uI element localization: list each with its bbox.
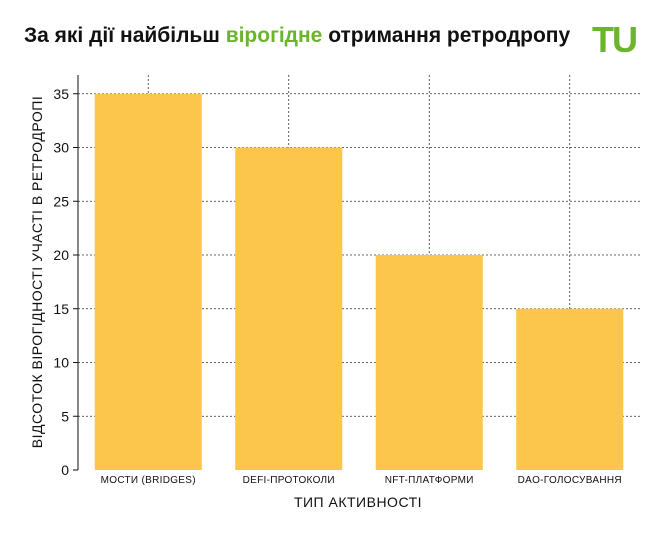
bars (94, 93, 624, 470)
y-tick-label: 35 (53, 86, 69, 102)
tu-logo-icon: TU (592, 22, 638, 56)
bar (235, 147, 343, 470)
y-ticks: 0 5 10 15 20 25 30 35 (53, 86, 78, 478)
y-tick-label: 20 (53, 247, 69, 263)
y-axis-label: ВІДСОТОК ВІРОГІДНОСТІ УЧАСТІ В РЕТРОДРОП… (29, 96, 45, 449)
y-tick-label: 0 (61, 462, 69, 478)
x-tick-label: МОСТИ (BRIDGES) (101, 475, 196, 486)
logo-text: TU (592, 22, 636, 56)
bar (516, 308, 624, 470)
x-tick-label: NFT-ПЛАТФОРМИ (385, 475, 474, 486)
chart-title: За які дії найбільш вірогідне отримання … (24, 24, 570, 48)
title-highlight: вірогідне (225, 24, 323, 47)
y-tick-label: 5 (61, 408, 69, 424)
y-tick-label: 15 (53, 301, 69, 317)
y-tick-label: 30 (53, 140, 69, 156)
bar (94, 93, 202, 470)
x-tick-label: DAO-ГОЛОСУВАННЯ (518, 475, 622, 486)
x-tick-label: DEFI-ПРОТОКОЛИ (243, 475, 335, 486)
y-tick-label: 25 (53, 193, 69, 209)
y-tick-label: 10 (53, 355, 69, 371)
title-part-2: отримання ретродропу (322, 24, 571, 47)
x-axis-label: ТИП АКТИВНОСТІ (294, 494, 422, 510)
title-part-1: За які дії найбільш (24, 24, 226, 47)
bar (375, 255, 483, 470)
x-tick-labels: МОСТИ (BRIDGES) DEFI-ПРОТОКОЛИ NFT-ПЛАТФОР… (101, 475, 622, 486)
